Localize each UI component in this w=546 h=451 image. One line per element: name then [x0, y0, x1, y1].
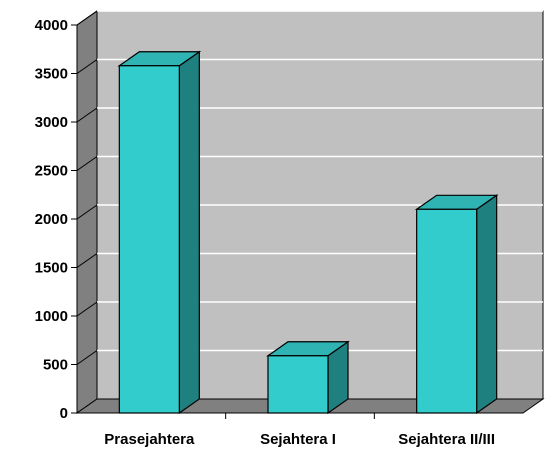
y-tick-label: 3500 [35, 66, 68, 83]
bars [117, 50, 499, 415]
bar-front [118, 65, 180, 414]
y-tick-label: 500 [43, 357, 68, 374]
gridline-side [76, 253, 98, 268]
y-tick-label: 1000 [35, 308, 68, 325]
y-tick-label: 0 [60, 405, 68, 422]
gridline-side [76, 10, 98, 26]
y-tick-label: 2000 [35, 211, 68, 228]
y-tick-label: 3000 [35, 114, 68, 131]
bar-side [178, 50, 200, 415]
bar-side [476, 194, 498, 415]
gridline-side [76, 156, 98, 171]
x-axis-category-labels: Prasejahtera Sejahtera I Sejahtera II/III [104, 431, 495, 448]
gridline-side [76, 350, 98, 365]
gridline-side [76, 204, 98, 220]
bar [266, 340, 350, 415]
y-tick-label: 2500 [35, 163, 68, 180]
gridline-side [76, 107, 98, 123]
gridline-side [76, 59, 98, 74]
bar [117, 50, 202, 415]
bar-front [267, 355, 329, 414]
y-tick-label: 1500 [35, 260, 68, 277]
bar-front [416, 208, 478, 414]
bar [414, 194, 499, 415]
x-category-label: Sejahtera II/III [398, 431, 495, 448]
y-axis-tick-labels: 0 500 1000 1500 2000 2500 3000 3500 4000 [35, 17, 68, 422]
x-category-label: Sejahtera I [260, 431, 336, 448]
x-category-label: Prasejahtera [104, 431, 195, 448]
y-tick-label: 4000 [35, 17, 68, 34]
gridline-side [76, 301, 98, 317]
